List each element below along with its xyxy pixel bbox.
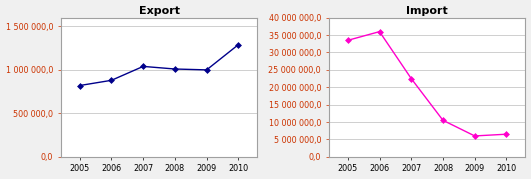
Title: Export: Export — [139, 6, 179, 16]
Title: Import: Import — [406, 6, 448, 16]
